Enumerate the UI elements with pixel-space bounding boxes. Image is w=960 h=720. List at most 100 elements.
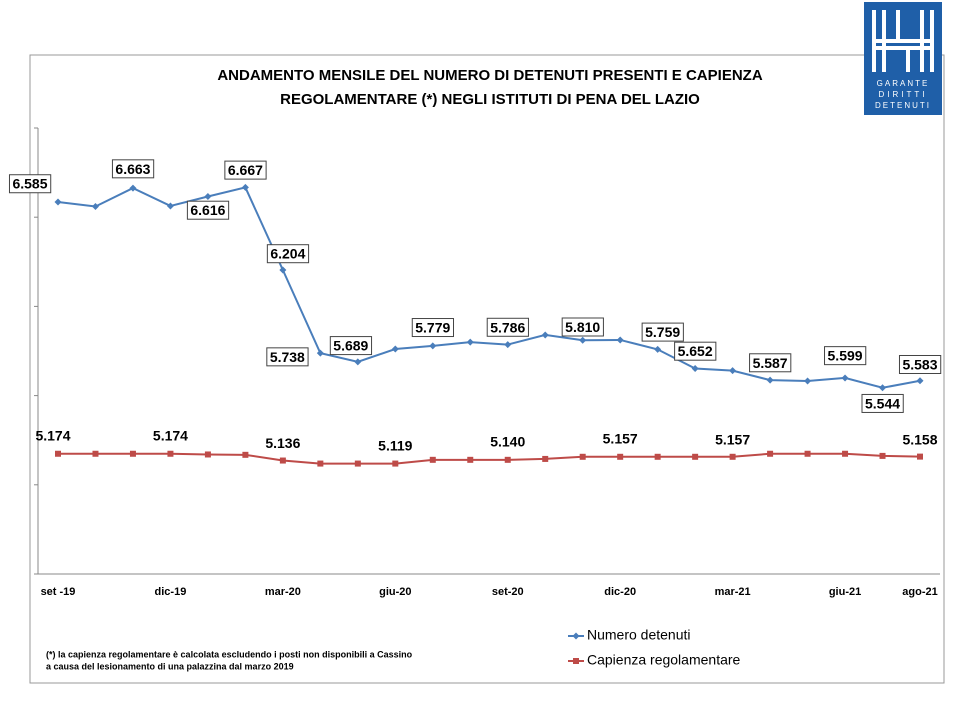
- marker: [804, 450, 811, 457]
- marker: [579, 453, 586, 460]
- data-label-box: [674, 341, 717, 361]
- marker: [391, 345, 399, 353]
- series-line: [57, 186, 921, 389]
- marker: [392, 460, 399, 467]
- marker: [429, 456, 436, 463]
- marker: [55, 450, 61, 457]
- marker: [767, 450, 774, 457]
- data-label-box: [486, 317, 529, 337]
- marker: [542, 455, 549, 462]
- data-label-box: [266, 347, 309, 367]
- logo-mark: [872, 10, 934, 72]
- data-label-box: [749, 353, 792, 373]
- data-label: 5.140: [490, 434, 525, 450]
- marker: [692, 453, 699, 460]
- chart-title: ANDAMENTO MENSILE DEL NUMERO DI DETENUTI…: [217, 67, 762, 84]
- x-tick-label: giu-20: [379, 586, 411, 598]
- data-label: 5.587: [753, 355, 788, 371]
- marker: [916, 377, 924, 385]
- x-tick-label: set -19: [41, 586, 76, 598]
- marker: [92, 450, 99, 457]
- marker: [279, 457, 286, 464]
- marker: [729, 453, 736, 460]
- x-tick-label: giu-21: [829, 586, 861, 598]
- x-tick-label: ago-21: [902, 586, 937, 598]
- marker: [541, 331, 549, 339]
- data-label: 5.119: [378, 437, 412, 453]
- marker: [766, 376, 774, 384]
- marker: [241, 183, 249, 191]
- marker: [579, 336, 587, 344]
- data-label-box: [224, 160, 267, 180]
- logo-box: [864, 2, 942, 115]
- marker: [617, 453, 624, 460]
- data-label: 5.738: [270, 349, 305, 365]
- data-label: 5.157: [715, 431, 750, 447]
- x-tick-label: set-20: [492, 586, 524, 598]
- x-tick-label: mar-20: [265, 586, 301, 598]
- marker: [91, 202, 99, 210]
- marker: [804, 377, 812, 385]
- legend-marker: [572, 632, 580, 640]
- marker: [654, 453, 661, 460]
- data-label: 5.759: [645, 324, 680, 340]
- marker: [129, 184, 137, 192]
- footnote: (*) la capienza regolamentare è calcolat…: [46, 649, 413, 659]
- data-label-box: [329, 336, 373, 356]
- marker: [354, 460, 361, 467]
- data-label: 5.157: [603, 430, 638, 446]
- x-tick-label: dic-19: [155, 586, 187, 598]
- chart-frame: [29, 54, 945, 684]
- data-label: 5.544: [865, 395, 900, 411]
- data-label-box: [8, 174, 52, 194]
- data-label: 5.583: [902, 356, 937, 372]
- data-label-box: [824, 346, 867, 366]
- marker: [204, 451, 211, 458]
- marker: [204, 193, 212, 201]
- marker: [729, 367, 737, 375]
- data-label-box: [641, 322, 684, 342]
- x-tick-label: dic-20: [604, 586, 636, 598]
- data-label: 5.786: [490, 319, 525, 335]
- data-label: 5.158: [902, 431, 937, 447]
- logo-text: DETENUTI: [875, 101, 931, 110]
- legend-label: Numero detenuti: [587, 627, 691, 643]
- data-label: 6.663: [115, 161, 150, 177]
- data-label: 5.810: [565, 319, 600, 335]
- logo-text: GARANTE: [877, 79, 930, 88]
- footnote: a causa del lesionamento di una palazzin…: [46, 661, 294, 671]
- marker: [879, 452, 886, 459]
- legend-marker: [573, 658, 579, 664]
- marker: [842, 450, 849, 457]
- data-label: 6.667: [228, 162, 263, 178]
- data-label-box: [861, 393, 904, 413]
- marker: [354, 358, 362, 366]
- marker: [841, 374, 849, 382]
- series-line: [58, 452, 921, 465]
- logo: [864, 2, 942, 115]
- marker: [504, 456, 511, 463]
- data-label-box: [186, 200, 230, 220]
- marker: [242, 451, 249, 458]
- marker: [467, 456, 474, 463]
- legend-label: Capienza regolamentare: [587, 652, 741, 668]
- data-label: 6.585: [12, 176, 47, 192]
- data-label-box: [561, 317, 604, 337]
- data-label: 5.599: [828, 348, 863, 364]
- data-label: 5.779: [415, 320, 450, 336]
- data-label: 5.652: [678, 343, 713, 359]
- data-label: 5.174: [153, 427, 188, 443]
- data-label: 5.136: [265, 435, 300, 451]
- marker: [316, 349, 324, 357]
- marker: [691, 364, 699, 372]
- data-label: 5.174: [35, 427, 70, 443]
- logo-text: DIRITTI: [879, 90, 928, 99]
- x-tick-label: mar-21: [715, 586, 751, 598]
- marker: [654, 345, 662, 353]
- marker: [879, 384, 887, 392]
- marker: [504, 341, 512, 349]
- marker: [917, 453, 923, 460]
- marker: [54, 198, 62, 206]
- data-label-box: [111, 159, 155, 179]
